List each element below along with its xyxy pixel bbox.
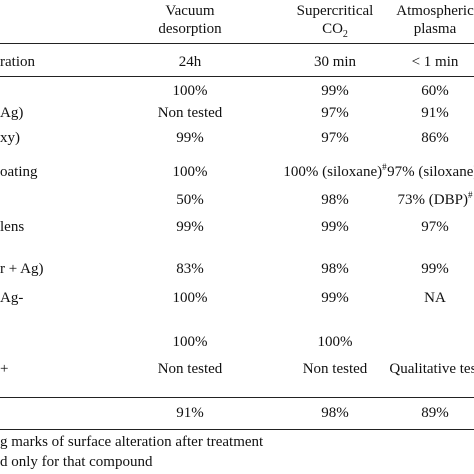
cell-row1-plasma: 60% [421,83,449,99]
header-supercritical-line2: CO2 [255,20,415,40]
header-divider [0,43,474,44]
cell-row8-plasma: NA [424,290,446,306]
cell-duration-supercritical: 30 min [313,54,357,70]
row-label-lens: lens [0,219,25,235]
cell-row6-vacuum: 99% [176,219,204,235]
row-label-duration: ration [0,54,35,70]
cell-row7-supercritical: 98% [321,261,349,277]
row-label-ag-dash: Ag- [0,290,24,306]
cell-row8-supercritical: 99% [321,290,349,306]
cell-row3-plasma: 86% [421,130,449,146]
row-label-r-ag: r + Ag) [0,261,44,277]
cell-total-vacuum: 91% [176,405,204,421]
cell-row10-supercritical: Non tested [302,361,368,377]
cell-row5-plasma: 73% (DBP)# [355,190,474,209]
cell-row4-vacuum: 100% [172,164,208,180]
cell-row1-vacuum: 100% [172,83,208,99]
header-co-subscript: 2 [342,29,348,40]
header-atmospheric-line1: Atmospheric [396,3,474,19]
duration-divider [0,76,474,77]
header-co-text: CO [322,21,343,37]
cell-row7-plasma: 99% [421,261,449,277]
cell-row3-supercritical: 97% [321,130,349,146]
cell-total-supercritical: 98% [321,405,349,421]
cell-row8-vacuum: 100% [172,290,208,306]
cell-duration-vacuum: 24h [178,54,202,70]
footnote-mark: # [467,190,473,200]
cell-row4-plasma-text: 97% (siloxane) [387,164,474,180]
header-vacuum-line2: desorption [158,21,222,37]
header-supercritical-line1: Supercritical [296,3,374,19]
cell-row9-supercritical: 100% [317,334,353,350]
cell-row6-plasma: 97% [421,219,449,235]
cell-row4-supercritical: 100% (siloxane)# [255,162,415,181]
header-vacuum-line1: Vacuum [165,3,215,19]
row-label-coating: oating [0,164,38,180]
footnote-1: g marks of surface alteration after trea… [0,434,264,450]
cell-row3-vacuum: 99% [176,130,204,146]
cell-row5-plasma-text: 73% (DBP) [397,192,468,208]
cell-row4-plasma: 97% (siloxane)# [355,164,474,180]
cell-row9-vacuum: 100% [172,334,208,350]
row-label-epoxy: xy) [0,130,20,146]
row-label-plus: + [0,361,9,377]
cell-row2-vacuum: Non tested [157,105,223,121]
total-top-divider [0,397,474,398]
cell-row5-vacuum: 50% [176,192,204,208]
row-label-ag: Ag) [0,105,24,121]
cell-row10-vacuum: Non tested [157,361,223,377]
cell-row4-supercritical-text: 100% (siloxane) [283,164,383,180]
footnote-2: d only for that compound [0,454,153,470]
cell-total-plasma: 89% [421,405,449,421]
table-bottom-rule [0,429,474,430]
footnote-mark: # [382,162,387,172]
header-atmospheric-line2: plasma [413,21,457,37]
cell-row1-supercritical: 99% [321,83,349,99]
cell-duration-plasma: < 1 min [411,54,459,70]
cell-row10-plasma: Qualitative test [389,361,474,377]
cell-row5-supercritical: 98% [321,192,349,208]
cell-row2-supercritical: 97% [321,105,349,121]
cell-row6-supercritical: 99% [321,219,349,235]
cell-row2-plasma: 91% [421,105,449,121]
cell-row7-vacuum: 83% [176,261,204,277]
